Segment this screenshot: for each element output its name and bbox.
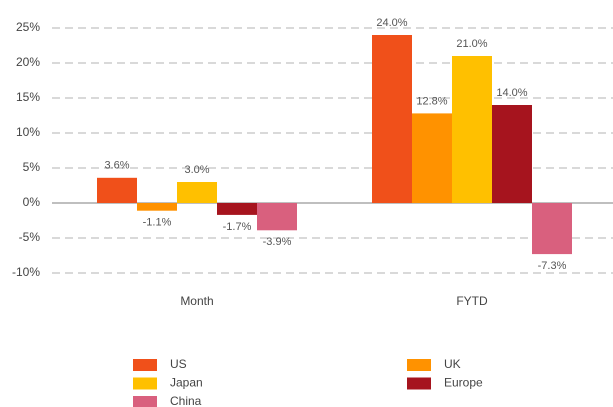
y-tick-label: -10% — [12, 265, 40, 279]
bar — [257, 203, 297, 231]
legend-swatch — [407, 377, 431, 390]
bar — [412, 113, 452, 203]
bar — [492, 105, 532, 203]
value-label: -1.1% — [143, 217, 172, 229]
legend-label: China — [170, 394, 202, 407]
y-tick-label: -5% — [19, 230, 41, 244]
y-tick-label: 5% — [23, 160, 41, 174]
bar — [217, 203, 257, 215]
bar — [177, 182, 217, 203]
legend-label: UK — [444, 357, 461, 371]
value-label: -3.9% — [263, 236, 292, 248]
bar — [532, 203, 572, 255]
legend-swatch — [133, 359, 157, 371]
x-tick-label: Month — [180, 294, 213, 308]
legend-swatch — [133, 396, 157, 407]
y-tick-label: 15% — [16, 90, 40, 104]
value-label: -1.7% — [223, 221, 252, 233]
legend-label: Europe — [444, 376, 483, 390]
legend-label: Japan — [170, 376, 203, 390]
value-label: 24.0% — [376, 17, 407, 29]
legend-label: US — [170, 357, 187, 371]
value-label: 3.6% — [104, 160, 129, 172]
y-tick-label: 0% — [23, 195, 41, 209]
y-tick-label: 10% — [16, 125, 40, 139]
value-label: 12.8% — [416, 95, 447, 107]
bar — [137, 203, 177, 211]
y-tick-label: 25% — [16, 20, 40, 34]
bar — [372, 35, 412, 203]
x-tick-label: FYTD — [456, 294, 488, 308]
legend-swatch — [133, 377, 157, 390]
value-label: 21.0% — [456, 38, 487, 50]
bar — [452, 56, 492, 203]
legend-swatch — [407, 359, 431, 371]
y-tick-label: 20% — [16, 55, 40, 69]
value-label: 14.0% — [496, 87, 527, 99]
value-label: -7.3% — [538, 260, 567, 272]
value-label: 3.0% — [184, 164, 209, 176]
bar — [97, 177, 137, 203]
